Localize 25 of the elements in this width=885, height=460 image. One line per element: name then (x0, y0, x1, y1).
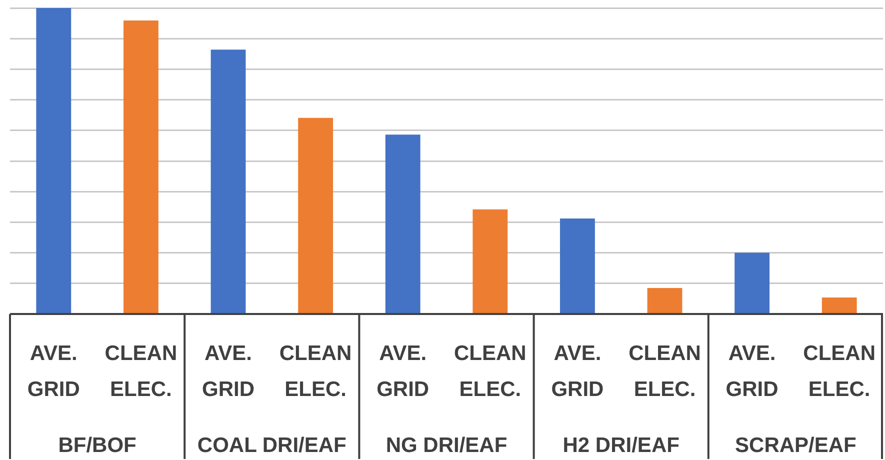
bar (123, 20, 158, 314)
bar (734, 252, 770, 314)
text: CLEAN ELEC. (104, 342, 178, 401)
series-label: CLEAN ELEC. (628, 342, 701, 401)
text: CLEAN ELEC. (279, 342, 352, 401)
text: AVE. GRID (726, 342, 778, 401)
bar (822, 297, 857, 314)
x-tick-label: BF/BOF (58, 434, 137, 457)
x-tick-label: COAL DRI/EAF (197, 434, 347, 457)
text: AVE. GRID (27, 342, 80, 401)
bar (210, 50, 246, 314)
text: AVE. GRID (202, 342, 254, 401)
bar (647, 288, 682, 314)
text: CLEAN ELEC. (454, 342, 526, 401)
text: AVE. GRID (551, 342, 604, 401)
bar (385, 134, 420, 314)
bar (36, 8, 72, 314)
x-tick-label: SCRAP/EAF (735, 434, 857, 457)
text: CLEAN ELEC. (803, 342, 876, 401)
bar (472, 209, 508, 314)
series-label: AVE. GRID (376, 342, 430, 401)
bar (560, 218, 595, 314)
x-tick-label: H2 DRI/EAF (562, 434, 680, 457)
x-tick-label: NG DRI/EAF (386, 434, 508, 457)
bar (298, 118, 334, 314)
